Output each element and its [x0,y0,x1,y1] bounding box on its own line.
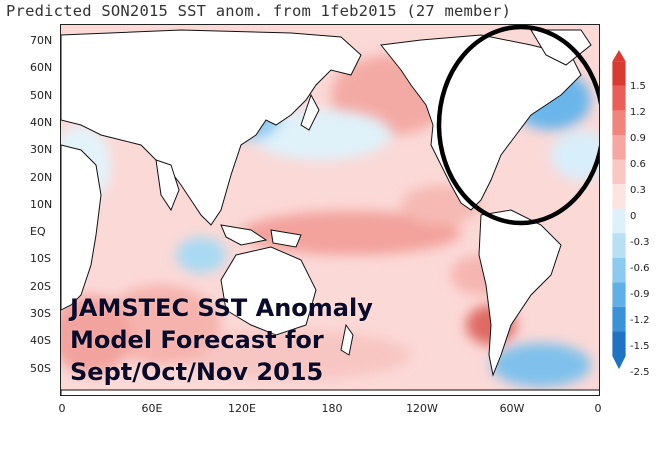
latitude-label: 50N [30,88,53,102]
latitude-label: 20S [30,279,51,293]
colorbar-segment [612,282,626,307]
latitude-label: 50S [30,361,51,375]
new-zealand [340,323,354,356]
india [155,159,180,212]
map-canvas [61,25,599,395]
latitude-label: 40S [30,334,51,348]
colorbar-label: 0 [630,211,637,222]
colorbar-label: -0.9 [630,289,650,300]
caption-line-1: JAMSTEC SST Anomaly [70,294,373,322]
antarctica [61,389,599,395]
colorbar-label: 0.6 [630,159,646,170]
colorbar-bottom-arrow [612,356,626,370]
japan [300,93,320,131]
latitude-label: 40N [30,115,53,129]
longitude-label: 0 [58,402,66,415]
latitude-label: 60N [30,61,53,75]
colorbar-segment [612,61,626,86]
colorbar-label: 0.9 [630,133,646,144]
map-title: Predicted SON2015 SST anom. from 1feb201… [6,2,512,20]
latitude-label: EQ [30,225,46,239]
continents [61,29,599,395]
colorbar-segment [612,110,626,135]
colorbar-segment [612,306,626,332]
colorbar-segment [612,85,626,111]
longitude-label: 60W [499,402,525,415]
caption-line-2: Model Forecast for [70,326,324,354]
latitude-label: 10N [30,197,53,211]
colorbar-label: -0.3 [630,237,650,248]
longitude-label: 180 [321,402,343,415]
longitude-label: 120E [228,402,256,415]
colorbar-segment [612,135,626,160]
colorbar-label: 1.2 [630,107,646,118]
colorbar-label: 1.5 [630,81,646,92]
south-america [478,209,562,377]
colorbar-label: -0.6 [630,263,650,274]
colorbar-label: 0.3 [630,185,646,196]
caption-line-3: Sept/Oct/Nov 2015 [70,358,324,386]
longitude-label: 120W [406,402,438,415]
new-guinea [270,229,302,248]
australia [220,246,317,336]
sst-anomaly-map [60,24,600,396]
highlight-circle [436,25,599,226]
colorbar-label: -1.2 [630,315,650,326]
africa [61,144,102,311]
latitude-label: 20N [30,170,53,184]
colorbar-label: -1.5 [630,341,650,352]
colorbar-segment [612,233,626,258]
latitude-label: 30N [30,143,53,157]
latitude-label: 10S [30,252,51,266]
colorbar-segment [612,257,626,283]
overlay-caption: JAMSTEC SST Anomaly Model Forecast for S… [70,292,373,388]
colorbar-segment [612,184,626,209]
colorbar-label: -2.5 [630,367,650,378]
indonesia [220,224,268,246]
colorbar-segment [612,331,626,356]
colorbar-segment [612,208,626,234]
colorbar-top-arrow [612,50,626,62]
longitude-label: 60E [141,402,163,415]
eurasia [61,29,362,226]
latitude-label: 30S [30,307,51,320]
colorbar [612,50,626,370]
latitude-label: 70N [30,34,53,47]
longitude-label: 0 [594,402,602,415]
colorbar-segment [612,159,626,185]
